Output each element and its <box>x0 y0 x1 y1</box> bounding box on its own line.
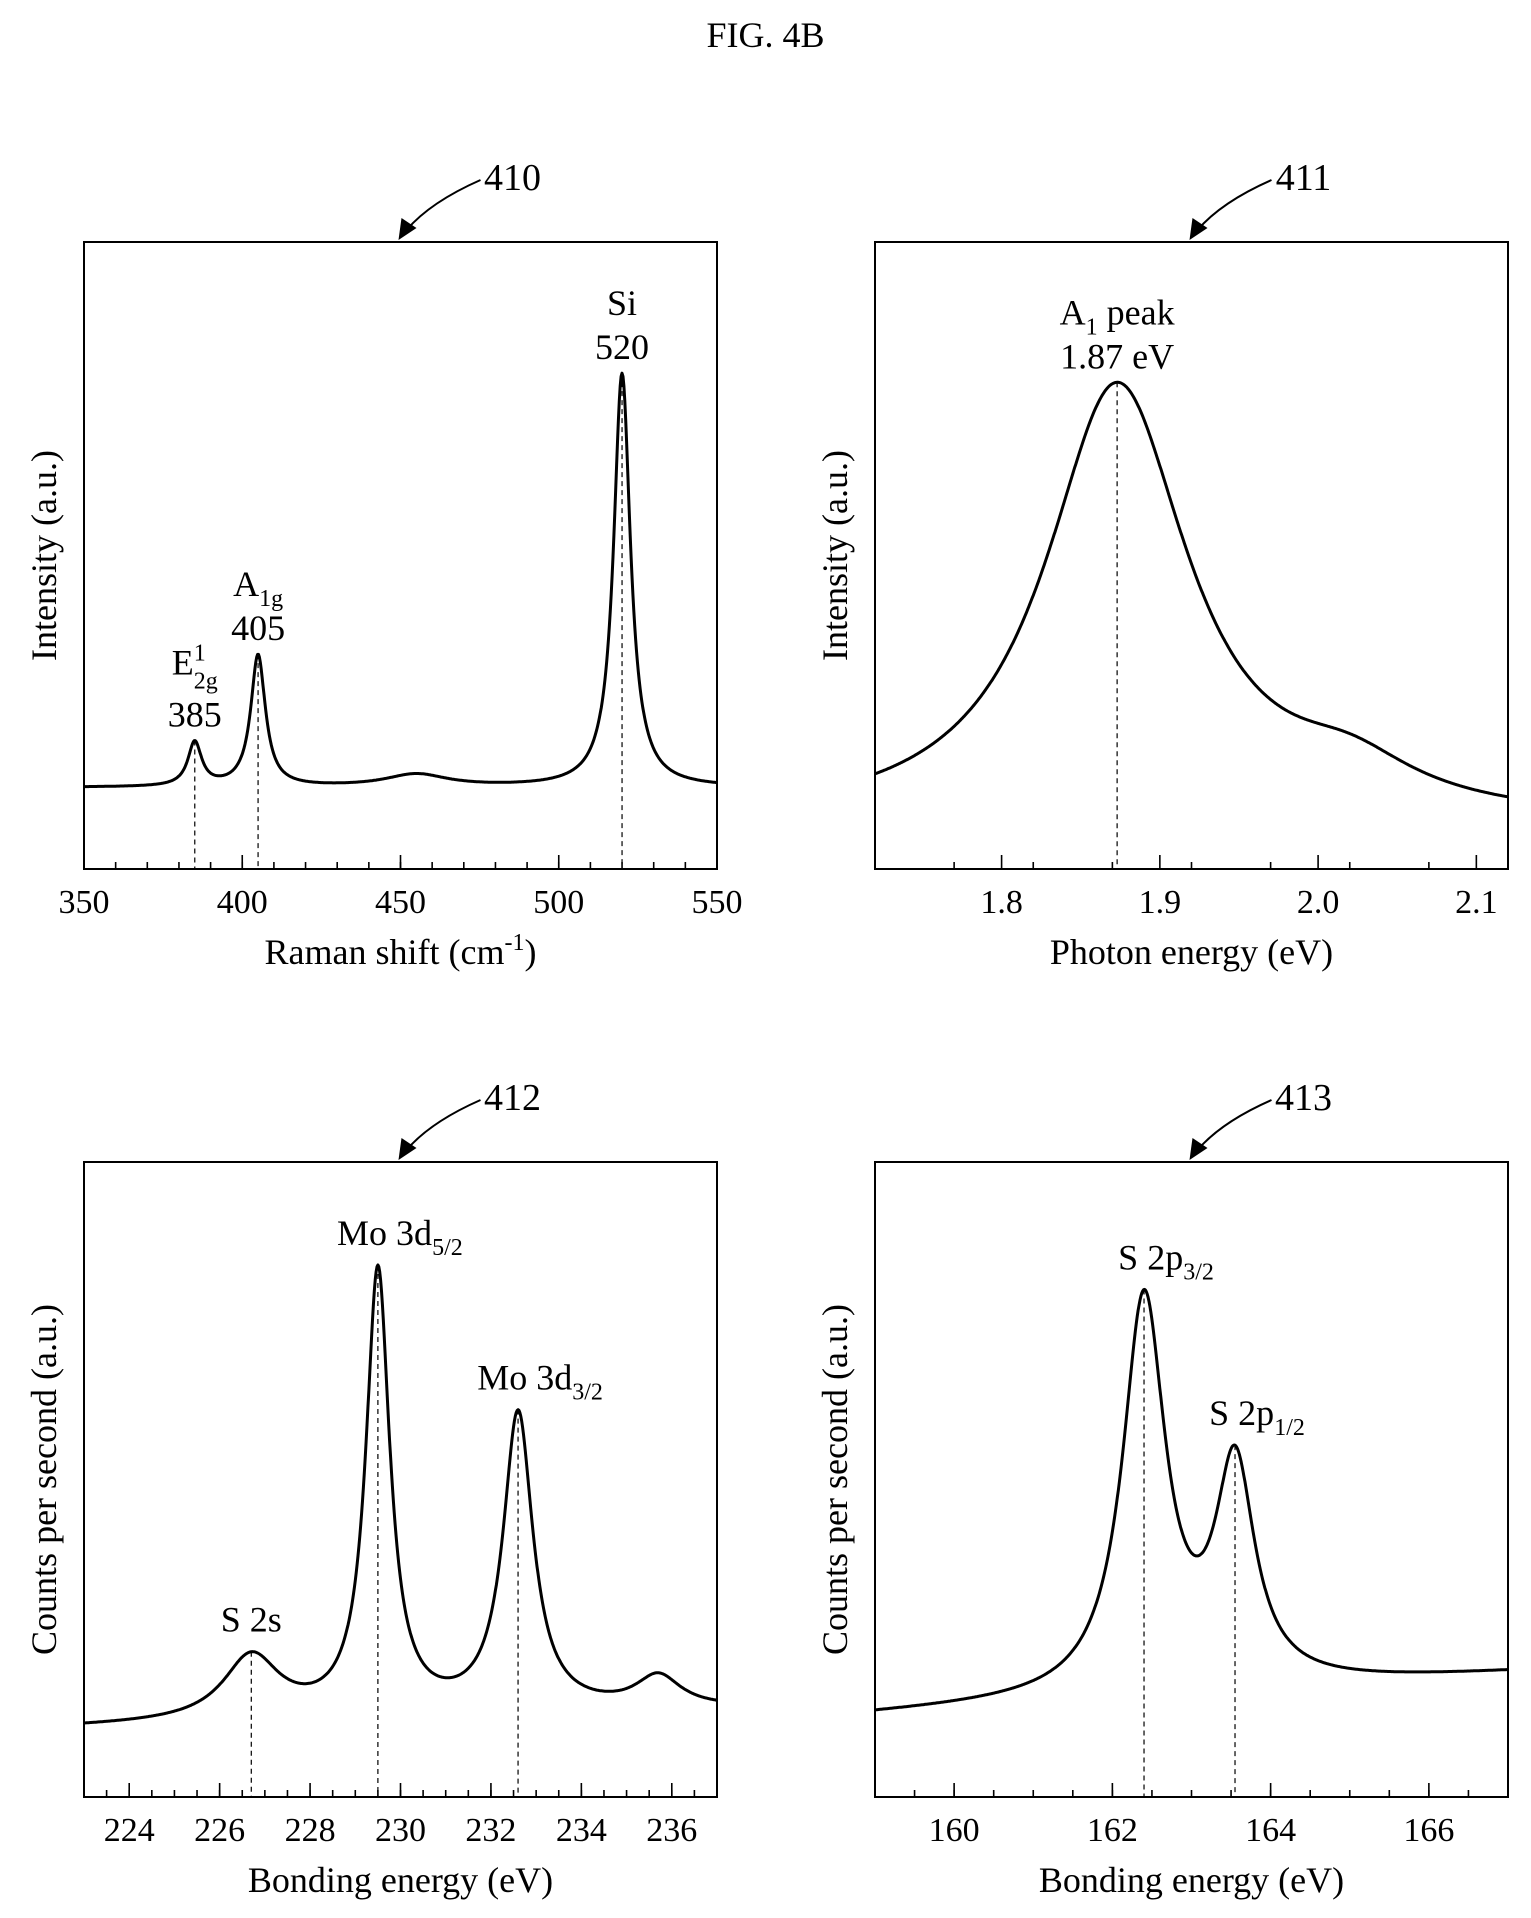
x-tick-label: 164 <box>1245 1812 1296 1849</box>
reference-arrowhead <box>398 218 417 240</box>
reference-arrowhead <box>398 1138 417 1160</box>
chart-panel-413: 160 162 164 166 Bonding energy (eV) Counts pe… <box>815 1077 1509 1900</box>
reference-leader-line <box>405 179 481 231</box>
peak-label-sup: 1 <box>194 640 206 666</box>
peak-label: Mo 3d3/2 <box>477 1358 603 1406</box>
x-tick-label: 2.0 <box>1297 884 1340 921</box>
peak-value: 405 <box>231 608 285 648</box>
x-tick-label: 1.8 <box>980 884 1023 921</box>
x-tick-label: 224 <box>104 1812 155 1849</box>
spectrum-line <box>874 380 1509 799</box>
peak-label-sub: 1g <box>259 586 283 612</box>
x-tick-label: 166 <box>1403 1812 1454 1849</box>
x-tick-label: 500 <box>533 884 584 921</box>
chart-panel-410: 350 400 450 500 550 Raman shift (cm-1) Intensi… <box>24 157 743 972</box>
peak-label-sub: 3/2 <box>1183 1259 1214 1285</box>
x-axis-label: Bonding energy (eV) <box>1039 1860 1344 1900</box>
y-axis-label: Counts per second (a.u.) <box>24 1304 64 1655</box>
x-axis-label: Bonding energy (eV) <box>248 1860 553 1900</box>
x-tick-label: 1.9 <box>1139 884 1182 921</box>
y-axis-label: Intensity (a.u.) <box>815 450 855 661</box>
x-tick-label: 232 <box>465 1812 516 1849</box>
reference-arrowhead <box>1189 218 1208 240</box>
peak-label: S 2s <box>221 1600 282 1640</box>
x-axis-label-tail: ) <box>524 932 536 972</box>
plot-frame <box>83 1161 718 1798</box>
x-axis-label-sup: -1 <box>504 930 524 956</box>
x-axis-label: Raman shift (cm-1) <box>265 930 537 972</box>
x-tick-label: 350 <box>59 884 110 921</box>
plot-frame <box>874 241 1509 870</box>
spectrum-line <box>874 1287 1509 1712</box>
peak-label-sub: 3/2 <box>572 1380 603 1406</box>
peak-label: S 2p1/2 <box>1209 1393 1305 1441</box>
spectrum-line <box>83 371 718 789</box>
reference-number: 411 <box>1276 157 1332 199</box>
peak-label: Mo 3d5/2 <box>337 1213 463 1261</box>
plot-frame <box>874 1161 1509 1798</box>
peak-label-tail: peak <box>1098 292 1175 332</box>
x-tick-label: 2.1 <box>1455 884 1498 921</box>
peak-label: E1 2g <box>172 640 218 694</box>
x-axis-label: Photon energy (eV) <box>1050 932 1333 972</box>
x-tick-label: 550 <box>692 884 743 921</box>
x-tick-label: 236 <box>646 1812 697 1849</box>
x-tick-label: 228 <box>285 1812 336 1849</box>
x-tick-label: 160 <box>929 1812 980 1849</box>
peak-label: S 2p3/2 <box>1118 1237 1214 1285</box>
y-axis-label: Intensity (a.u.) <box>24 450 64 661</box>
chart-panel-411: 1.8 1.9 2.0 2.1 Photon energy (eV) Intensity … <box>815 157 1509 972</box>
reference-leader-line <box>1196 179 1272 231</box>
peak-label: Si <box>607 283 637 323</box>
peak-label-sub: 1/2 <box>1274 1415 1305 1441</box>
peak-label-sub: 2g <box>194 668 218 694</box>
reference-leader-line <box>1196 1099 1272 1151</box>
x-tick-label: 450 <box>375 884 426 921</box>
reference-number: 412 <box>484 1077 541 1119</box>
x-tick-label: 234 <box>556 1812 607 1849</box>
peak-label: A1g <box>233 564 283 612</box>
x-tick-label: 230 <box>375 1812 426 1849</box>
peak-value: 520 <box>595 327 649 367</box>
reference-number: 413 <box>1275 1077 1332 1119</box>
chart-panel-412: 224 226 228 230 232 234 236 Bonding energy (eV)… <box>24 1077 718 1900</box>
reference-arrowhead <box>1189 1138 1208 1160</box>
peak-label: A1 peak <box>1060 292 1175 340</box>
x-tick-label: 162 <box>1087 1812 1138 1849</box>
reference-leader-line <box>405 1099 481 1151</box>
peak-value: 1.87 eV <box>1060 336 1174 376</box>
peak-value: 385 <box>168 694 222 734</box>
x-tick-label: 226 <box>194 1812 245 1849</box>
reference-number: 410 <box>484 157 541 199</box>
figure-title: FIG. 4B <box>706 15 825 55</box>
spectrum-line <box>83 1263 718 1725</box>
peak-label-sub: 1 <box>1086 314 1098 340</box>
y-axis-label: Counts per second (a.u.) <box>815 1304 855 1655</box>
peak-label-sub: 5/2 <box>432 1235 463 1261</box>
x-tick-label: 400 <box>217 884 268 921</box>
